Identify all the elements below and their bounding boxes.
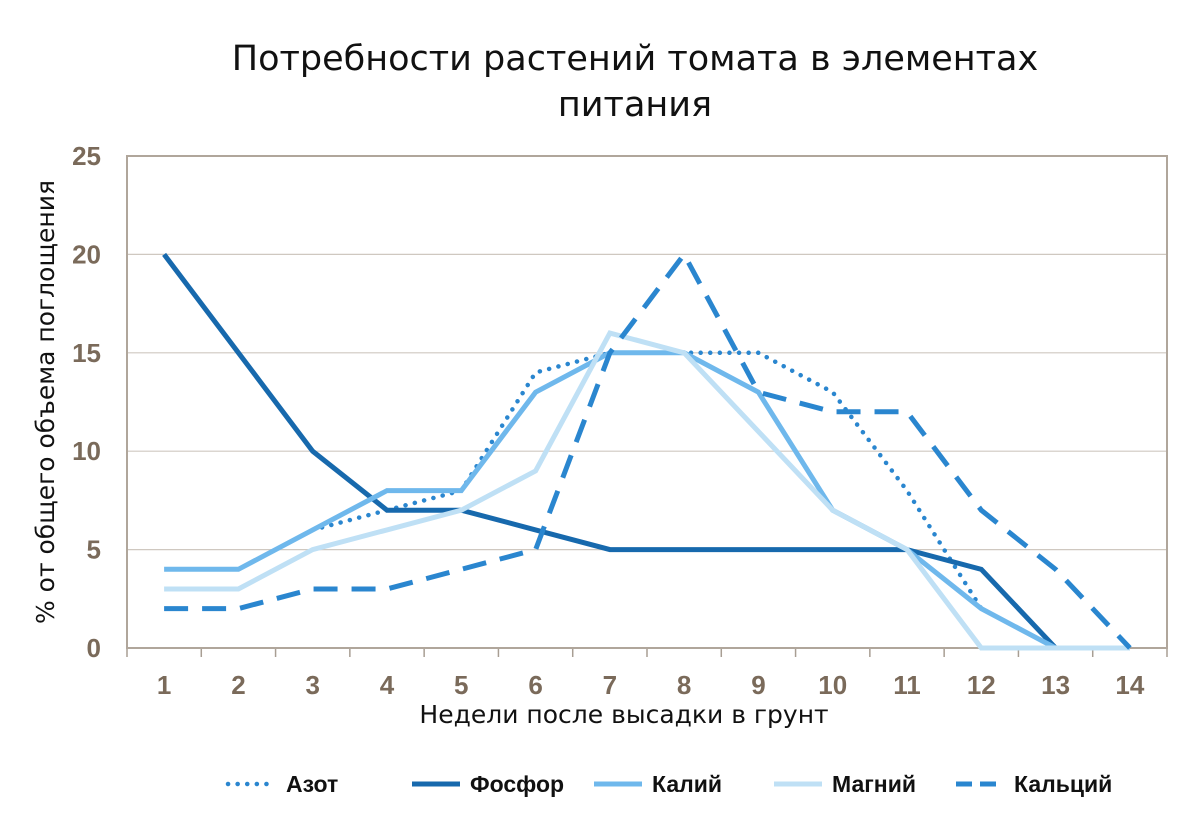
chart-title-line-2: питания (558, 85, 712, 125)
x-axis-label: Недели после высадки в грунт (419, 700, 828, 729)
series-калий (164, 350, 1130, 651)
y-tick-label-0: 0 (87, 633, 101, 663)
legend-item-кальций: Кальций (956, 771, 1112, 797)
x-tick-label-14: 14 (1115, 670, 1144, 700)
series-кальций (164, 249, 1132, 650)
series-lines (162, 249, 1132, 651)
plot-area-frame (126, 155, 1168, 649)
line-калий (164, 350, 1130, 651)
x-tick-label-2: 2 (231, 670, 245, 700)
line-фосфор (162, 252, 1130, 651)
line-азот (310, 350, 984, 611)
y-tick-label-20: 20 (72, 239, 101, 269)
y-axis-label: % от общего объема поглощения (31, 180, 60, 624)
x-axis-ticks: 1 2 3 4 5 6 7 8 9 10 11 12 13 14 (157, 670, 1145, 700)
x-tick-label-5: 5 (454, 670, 468, 700)
legend-item-фосфор: Фосфор (412, 771, 564, 797)
y-axis-ticks: 0 5 10 15 20 25 (72, 141, 101, 663)
x-tick-label-3: 3 (305, 670, 319, 700)
legend-item-азот: Азот (225, 771, 338, 797)
y-tick-label-25: 25 (72, 141, 101, 171)
x-tick-label-12: 12 (967, 670, 996, 700)
y-tick-label-5: 5 (87, 535, 101, 565)
legend-item-магний: Магний (774, 771, 916, 797)
x-tick-label-7: 7 (603, 670, 617, 700)
x-tick-label-1: 1 (157, 670, 171, 700)
legend-label-калий: Калий (652, 771, 722, 797)
x-tick-label-9: 9 (751, 670, 765, 700)
x-tick-label-6: 6 (528, 670, 542, 700)
x-tick-label-13: 13 (1041, 670, 1070, 700)
legend-label-фосфор: Фосфор (470, 771, 564, 797)
y-tick-label-15: 15 (72, 338, 101, 368)
line-кальций (164, 249, 1132, 650)
legend-label-кальций: Кальций (1014, 771, 1112, 797)
x-tick-label-10: 10 (818, 670, 847, 700)
y-tick-label-10: 10 (72, 436, 101, 466)
chart-title-line-1: Потребности растений томата в элементах (232, 39, 1038, 79)
legend-label-азот: Азот (286, 771, 338, 797)
series-магний (164, 330, 1130, 651)
legend-item-калий: Калий (594, 771, 722, 797)
legend-label-магний: Магний (832, 771, 916, 797)
x-tick-label-4: 4 (380, 670, 395, 700)
legend: Азот Фосфор Калий Магний Кальций (225, 771, 1112, 797)
series-фосфор (162, 252, 1130, 651)
series-азот (310, 350, 984, 611)
line-магний (164, 330, 1130, 651)
x-tick-label-8: 8 (677, 670, 691, 700)
x-tick-label-11: 11 (893, 670, 921, 700)
